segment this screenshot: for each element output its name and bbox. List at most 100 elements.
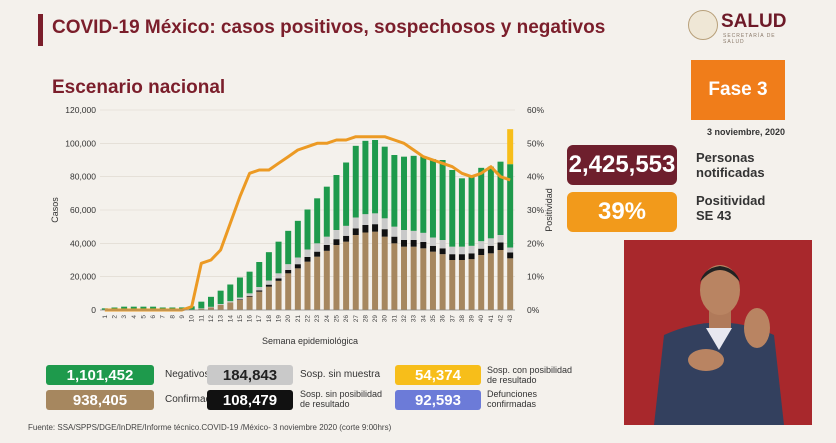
x-tick-label: 18 — [266, 315, 273, 323]
legend-sosp-sin-posibilidad-label: Sosp. sin posibilidad de resultado — [300, 389, 382, 409]
bar-segment — [207, 296, 214, 307]
bar-segment — [207, 307, 214, 310]
bar-segment — [497, 242, 504, 250]
legend-confirmados-label: Confirmados — [165, 394, 222, 405]
bar-segment — [246, 293, 253, 296]
x-tick-label: 15 — [237, 315, 244, 323]
x-tick-label: 7 — [160, 315, 167, 319]
bar-segment — [420, 156, 427, 233]
x-tick-label: 17 — [256, 315, 263, 323]
bar-segment — [227, 284, 234, 302]
bar-segment — [217, 304, 224, 305]
bar-segment — [265, 286, 272, 310]
x-tick-label: 2 — [111, 315, 118, 319]
report-date: 3 noviembre, 2020 — [706, 127, 785, 137]
x-tick-label: 43 — [507, 315, 514, 323]
bar-segment — [372, 140, 379, 214]
bar-segment — [333, 175, 340, 230]
y2-tick-label: 50% — [527, 138, 544, 148]
x-tick-label: 29 — [372, 315, 379, 323]
bar-segment — [497, 161, 504, 235]
bar-segment — [507, 164, 514, 248]
bar-segment — [285, 230, 292, 265]
bar-segment — [391, 236, 398, 244]
legend-defunciones-label-line2: confirmadas — [487, 399, 537, 409]
bar-segment — [439, 254, 446, 310]
bar-segment — [372, 224, 379, 232]
bar-segment — [458, 254, 465, 260]
x-tick-label: 9 — [179, 315, 186, 319]
x-tick-label: 33 — [411, 315, 418, 323]
y2-axis-label: Positividad — [544, 188, 554, 232]
bar-segment — [381, 218, 388, 230]
bar-segment — [449, 170, 456, 247]
bar-segment — [343, 162, 350, 226]
bar-segment — [140, 306, 147, 310]
page-subtitle: Escenario nacional — [52, 77, 226, 98]
x-tick-label: 37 — [449, 315, 456, 323]
cases-chart: 0 20,000 40,000 60,000 80,000 100,000 120,000 0… — [50, 105, 554, 346]
positividad-label-line1: Positividad — [696, 193, 766, 208]
bar-segment — [410, 240, 417, 247]
bar-segment — [333, 245, 340, 310]
legend-negativos-label: Negativos — [165, 369, 210, 380]
x-tick-label: 4 — [131, 315, 138, 319]
bar-segment — [449, 254, 456, 260]
x-tick-label: 6 — [150, 315, 157, 319]
bar-segment — [410, 155, 417, 231]
x-tick-label: 22 — [305, 315, 312, 323]
x-tick-label: 39 — [469, 315, 476, 323]
y2-tick-label: 0% — [527, 305, 540, 315]
x-axis-label: Semana epidemiológica — [262, 336, 358, 346]
legend-sosp-sin-posibilidad-value: 108,479 — [207, 390, 293, 410]
bar-segment — [429, 245, 436, 252]
bar-segment — [391, 243, 398, 310]
bar-segment — [362, 140, 369, 215]
x-tick-label: 1 — [102, 315, 109, 319]
bar-segment — [333, 230, 340, 240]
legend-negativos-value: 1,101,452 — [46, 365, 154, 385]
y-tick-label: 20,000 — [70, 272, 96, 282]
x-tick-label: 41 — [488, 315, 495, 323]
y2-tick-label: 10% — [527, 272, 544, 282]
x-tick-label: 27 — [353, 315, 360, 323]
y2-tick-label: 30% — [527, 205, 544, 215]
bar-segment — [314, 251, 321, 257]
bar-segment — [343, 241, 350, 310]
salud-logo: SALUD SECRETARÍA DE SALUD — [688, 8, 798, 45]
bar-segment — [478, 167, 485, 242]
bar-segment — [246, 295, 253, 297]
bar-segment — [130, 306, 137, 310]
bar-segment — [439, 160, 446, 240]
bar-segment — [487, 253, 494, 310]
bar-segment — [468, 245, 475, 254]
bar-segment — [478, 255, 485, 310]
notificadas-value-box: 2,425,553 — [567, 145, 677, 185]
bar-segment — [439, 248, 446, 255]
legend-defunciones-label: Defunciones confirmadas — [487, 389, 537, 409]
bar-segment — [352, 235, 359, 310]
interpreter-video — [624, 240, 812, 425]
bar-segment — [275, 278, 282, 281]
bar-segment — [304, 249, 311, 257]
x-tick-label: 35 — [430, 315, 437, 323]
source-note: Fuente: SSA/SPPS/DGE/InDRE/Informe técni… — [28, 423, 392, 432]
bar-segment — [285, 270, 292, 274]
bar-segment — [333, 239, 340, 245]
bar-segment — [439, 240, 446, 249]
bar-segment — [207, 306, 214, 308]
bar-segment — [314, 243, 321, 252]
y-tick-label: 80,000 — [70, 172, 96, 182]
legend-sosp-sin-posibilidad-label-line2: de resultado — [300, 399, 350, 409]
legend-sosp-con-posibilidad-value: 54,374 — [395, 365, 481, 385]
bar-segment — [352, 145, 359, 218]
bar-segment — [401, 230, 408, 240]
bar-segment — [478, 241, 485, 249]
x-tick-label: 8 — [169, 315, 176, 319]
bar-segment — [236, 297, 243, 300]
bar-segment — [507, 258, 514, 310]
bar-segment — [401, 240, 408, 247]
bar-segment — [507, 129, 514, 165]
coat-of-arms-icon — [688, 10, 718, 40]
legend-defunciones-label-line1: Defunciones — [487, 389, 538, 399]
